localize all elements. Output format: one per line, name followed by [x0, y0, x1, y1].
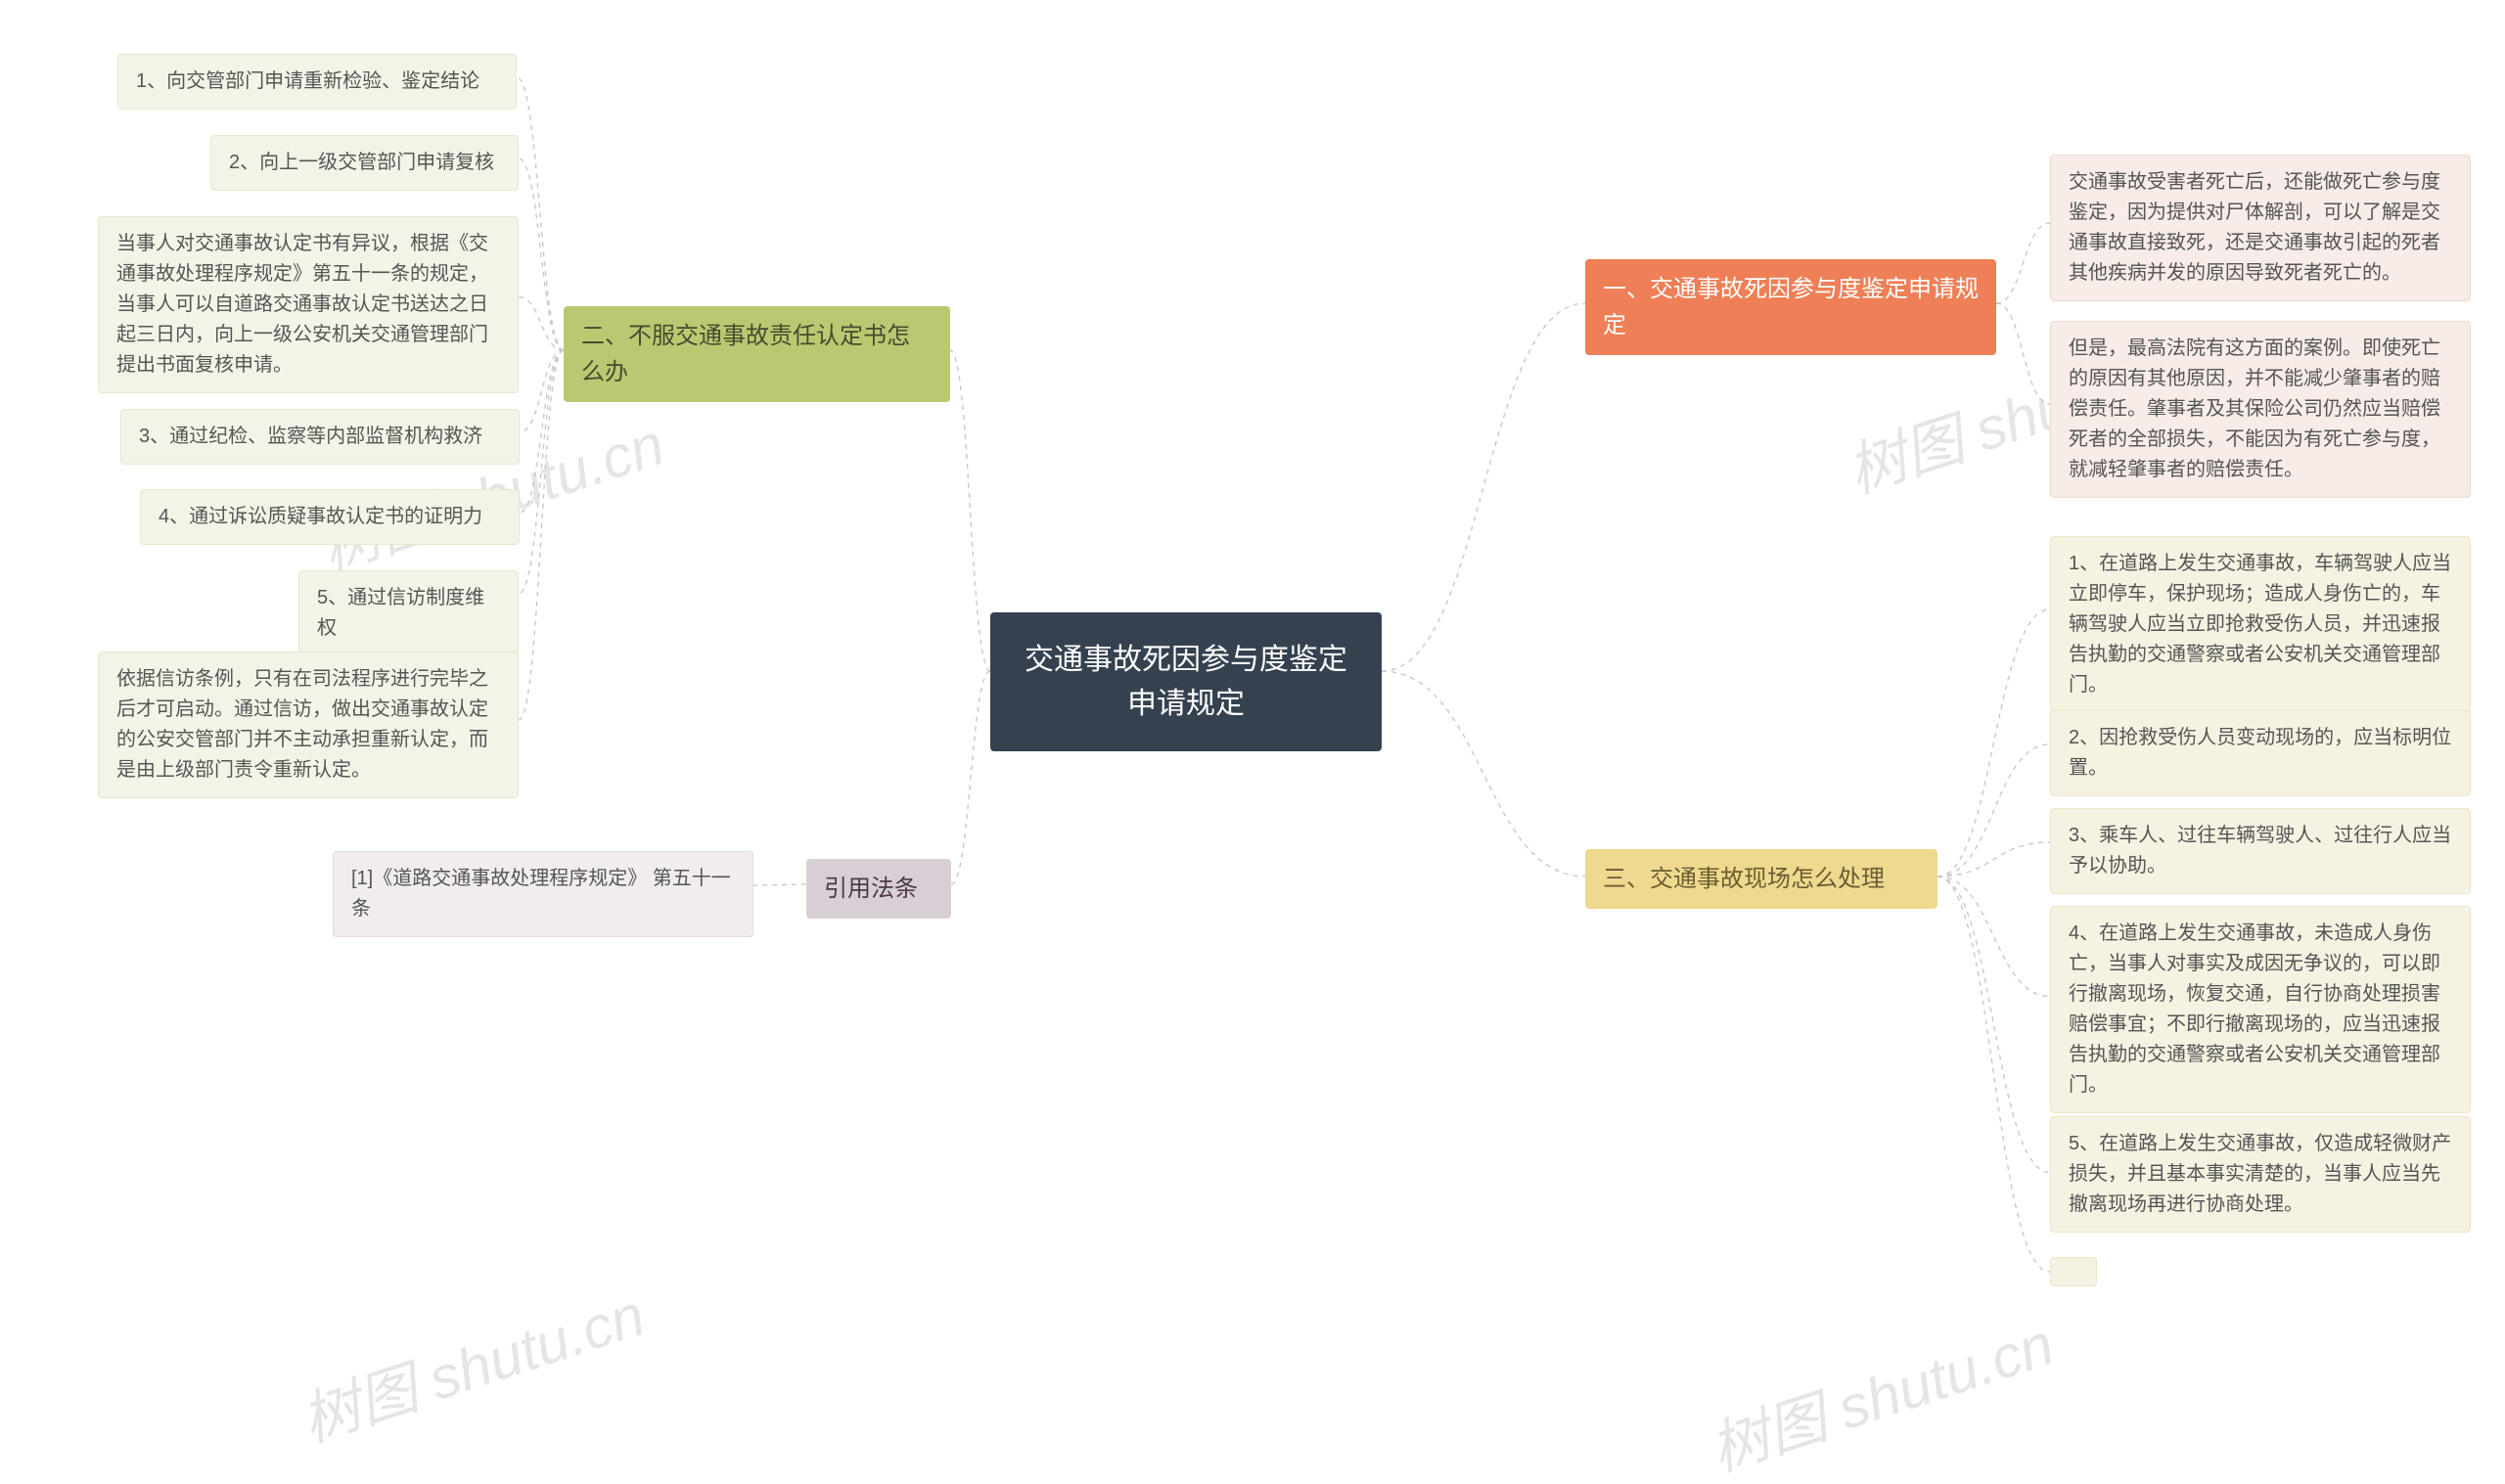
leaf-node[interactable]: 2、向上一级交管部门申请复核 — [210, 135, 519, 191]
branch-node[interactable]: 三、交通事故现场怎么处理 — [1585, 849, 1937, 909]
leaf-node[interactable]: [1]《道路交通事故处理程序规定》 第五十一条 — [333, 851, 753, 937]
branch-node[interactable]: 引用法条 — [806, 859, 951, 919]
leaf-node[interactable]: 2、因抢救受伤人员变动现场的，应当标明位置。 — [2050, 710, 2471, 796]
branch-node[interactable]: 一、交通事故死因参与度鉴定申请规定 — [1585, 259, 1996, 355]
leaf-node[interactable]: 交通事故受害者死亡后，还能做死亡参与度鉴定，因为提供对尸体解剖，可以了解是交通事… — [2050, 155, 2471, 301]
leaf-node[interactable]: 1、在道路上发生交通事故，车辆驾驶人应当立即停车，保护现场；造成人身伤亡的，车辆… — [2050, 536, 2471, 713]
mindmap-canvas: 树图 shutu.cn树图 shutu.cn树图 shutu.cn树图 shut… — [0, 0, 2505, 1484]
leaf-node[interactable]: 但是，最高法院有这方面的案例。即使死亡的原因有其他原因，并不能减少肇事者的赔偿责… — [2050, 321, 2471, 498]
leaf-node[interactable]: 1、向交管部门申请重新检验、鉴定结论 — [117, 54, 517, 110]
leaf-node[interactable]: 4、通过诉讼质疑事故认定书的证明力 — [140, 489, 520, 545]
center-topic[interactable]: 交通事故死因参与度鉴定申请规定 — [990, 612, 1382, 751]
watermark: 树图 shutu.cn — [1698, 1297, 2063, 1484]
leaf-node[interactable] — [2050, 1257, 2097, 1286]
leaf-node[interactable]: 3、乘车人、过往车辆驾驶人、过往行人应当予以协助。 — [2050, 808, 2471, 894]
leaf-node[interactable]: 依据信访条例，只有在司法程序进行完毕之后才可启动。通过信访，做出交通事故认定的公… — [98, 652, 519, 798]
leaf-node[interactable]: 5、在道路上发生交通事故，仅造成轻微财产损失，并且基本事实清楚的，当事人应当先撤… — [2050, 1116, 2471, 1233]
leaf-node[interactable]: 当事人对交通事故认定书有异议，根据《交通事故处理程序规定》第五十一条的规定，当事… — [98, 216, 519, 393]
watermark: 树图 shutu.cn — [289, 1268, 654, 1459]
branch-node[interactable]: 二、不服交通事故责任认定书怎么办 — [564, 306, 950, 402]
leaf-node[interactable]: 5、通过信访制度维权 — [298, 570, 519, 656]
leaf-node[interactable]: 4、在道路上发生交通事故，未造成人身伤亡，当事人对事实及成因无争议的，可以即行撤… — [2050, 906, 2471, 1113]
leaf-node[interactable]: 3、通过纪检、监察等内部监督机构救济 — [120, 409, 520, 465]
